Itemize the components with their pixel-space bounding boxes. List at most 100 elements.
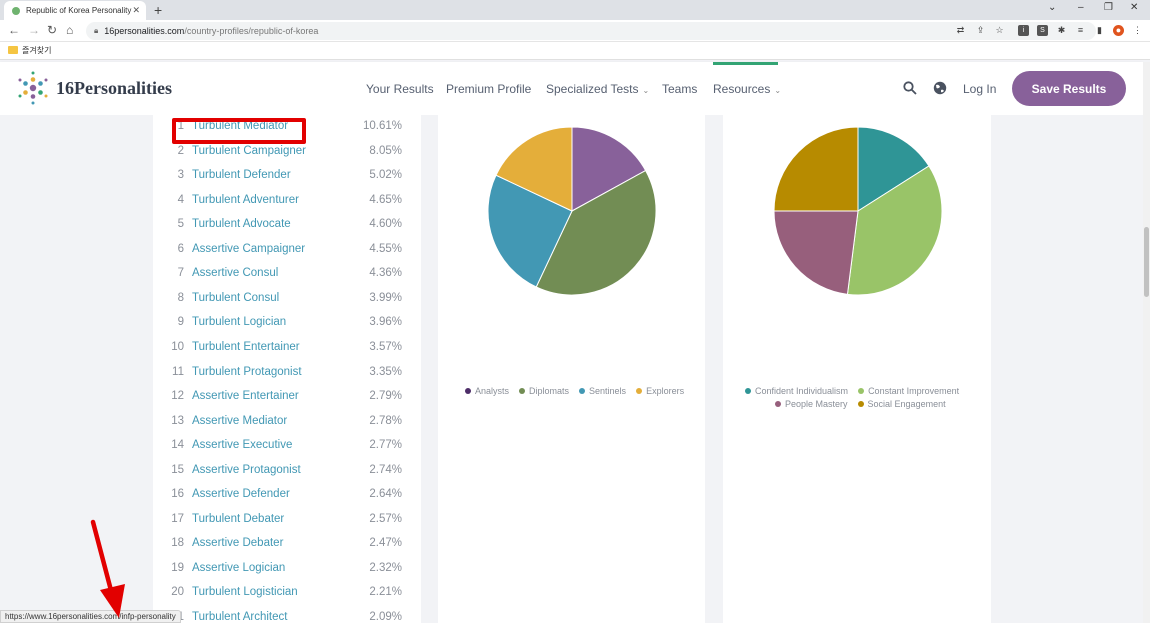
personality-type-link[interactable]: Turbulent Protagonist [192,365,302,378]
new-tab-button[interactable]: + [154,2,163,18]
personality-type-link[interactable]: Assertive Mediator [192,414,288,427]
personality-type-link[interactable]: Turbulent Campaigner [192,144,306,157]
pie-slice-people-mastery[interactable] [773,210,859,295]
rank-number: 8 [177,291,184,304]
rank-number: 12 [171,390,184,403]
rank-number: 6 [177,242,184,255]
back-icon[interactable]: ← [8,23,20,37]
rank-number: 3 [177,169,184,182]
personality-type-link[interactable]: Turbulent Architect [192,611,288,623]
ranking-row: 7 Assertive Consul 4.36% [153,267,421,287]
page-scrollbar[interactable] [1143,62,1150,623]
login-link[interactable]: Log In [963,82,997,96]
personality-type-link[interactable]: Assertive Consul [192,267,279,280]
legend-dot [519,388,526,394]
personality-type-link[interactable]: Assertive Defender [192,488,290,501]
bookmark-folder-label[interactable]: 즐겨찾기 [22,46,52,55]
tab-search-chevron-icon[interactable]: ⌄ [1048,2,1057,13]
personality-type-link[interactable]: Turbulent Defender [192,169,291,182]
highlight-annotation-box [172,118,306,144]
rank-percentage: 3.99% [369,291,402,304]
reload-icon[interactable]: ↻ [47,23,58,37]
url-path: /country-profiles/republic-of-korea [184,26,319,36]
share-icon[interactable]: ⇪ [976,25,985,35]
legend-item: Confident Individualism [745,386,848,396]
nav-specialized-tests[interactable]: Specialized Tests ⌄ [546,82,649,96]
site-header: 16Personalities Your Results Premium Pro… [0,62,1143,115]
rank-number: 17 [171,512,184,525]
chevron-down-icon: ⌄ [642,86,650,95]
nav-resources[interactable]: Resources ⌄ [713,82,781,96]
personality-type-link[interactable]: Assertive Logician [192,561,286,574]
nav-your-results[interactable]: Your Results [366,82,434,96]
home-icon[interactable]: ⌂ [66,23,74,37]
rank-percentage: 3.96% [369,316,402,329]
globe-icon[interactable] [933,81,947,95]
logo-icon[interactable] [16,71,50,105]
extensions-puzzle-icon[interactable]: ✱ [1057,25,1066,35]
personality-type-link[interactable]: Turbulent Consul [192,291,280,304]
nav-premium-profile[interactable]: Premium Profile [446,82,532,96]
personality-type-link[interactable]: Turbulent Advocate [192,218,291,231]
pie-slice-analysts[interactable] [571,126,647,212]
personality-type-link[interactable]: Turbulent Logistician [192,586,298,599]
logo-wordmark[interactable]: 16Personalities [56,78,172,99]
url-input[interactable]: 🔒︎ 16personalities.com /country-profiles… [86,22,1096,40]
extension-1-icon[interactable]: i [1018,25,1029,36]
browser-tab[interactable]: Republic of Korea Personality P ✕ [4,1,146,20]
personality-type-link[interactable]: Assertive Entertainer [192,390,299,403]
pie-slice-diplomats[interactable] [535,169,657,296]
forward-icon[interactable]: → [28,23,40,37]
search-icon[interactable] [903,81,917,95]
personality-type-link[interactable]: Turbulent Debater [192,512,285,525]
profile-avatar-icon[interactable]: ● [1113,25,1124,36]
legend-label: Social Engagement [867,399,946,409]
translate-icon[interactable]: ⇄ [956,25,965,35]
strategies-legend-row2: People Mastery Social Engagement [775,399,946,409]
minimize-icon[interactable]: – [1078,2,1084,13]
red-arrow-annotation [90,519,125,618]
pie-slice-social-engagement[interactable] [773,126,859,212]
rank-percentage: 2.32% [369,561,402,574]
strategies-legend-row1: Confident Individualism Constant Improve… [745,386,959,396]
reading-list-icon[interactable]: ≡ [1077,25,1084,35]
pie-slice-sentinels[interactable] [487,174,573,288]
rank-number: 18 [171,537,184,550]
legend-label: Diplomats [529,386,570,396]
scrollbar-thumb[interactable] [1144,227,1149,297]
side-panel-icon[interactable]: ▮ [1097,25,1102,35]
strategies-pie-chart [773,126,943,296]
save-results-button[interactable]: Save Results [1012,71,1126,106]
personality-type-link[interactable]: Turbulent Mediator [192,120,289,132]
personality-type-link[interactable]: Assertive Campaigner [192,242,306,255]
rank-percentage: 2.74% [369,463,402,476]
folder-icon [8,46,18,54]
bookmark-star-icon[interactable]: ☆ [995,25,1004,35]
chrome-menu-icon[interactable]: ⋮ [1133,25,1142,35]
personality-type-link[interactable]: Turbulent Adventurer [192,193,299,206]
window-close-icon[interactable]: ✕ [1130,2,1139,13]
rank-number: 14 [171,439,184,452]
personality-type-link[interactable]: Turbulent Logician [192,316,287,329]
nav-teams[interactable]: Teams [662,82,698,96]
personality-type-link[interactable]: Assertive Executive [192,439,293,452]
nav-resources-label: Resources [713,82,771,96]
chevron-down-icon: ⌄ [774,86,782,95]
personality-type-link[interactable]: Assertive Protagonist [192,463,301,476]
tab-close-icon[interactable]: ✕ [132,5,140,15]
personality-type-link[interactable]: Turbulent Entertainer [192,340,300,353]
ranking-row: 17 Turbulent Debater 2.57% [153,513,421,533]
roles-legend: Analysts Diplomats Sentinels Explorers [465,386,684,396]
url-domain: 16personalities.com [104,26,185,36]
extension-s-icon[interactable]: S [1037,25,1048,36]
pie-slice-confident-individualism[interactable] [857,126,930,212]
restore-icon[interactable]: ❐ [1104,2,1113,13]
pie-slice-constant-improvement[interactable] [846,165,943,296]
ranking-row: 10 Turbulent Entertainer 3.57% [153,341,421,361]
legend-label: Sentinels [589,386,627,396]
legend-item: Explorers [636,386,684,396]
personality-type-link[interactable]: Assertive Debater [192,537,284,550]
pie-slice-explorers[interactable] [495,126,573,212]
ranking-row: 11 Turbulent Protagonist 3.35% [153,366,421,386]
legend-dot [857,401,864,407]
